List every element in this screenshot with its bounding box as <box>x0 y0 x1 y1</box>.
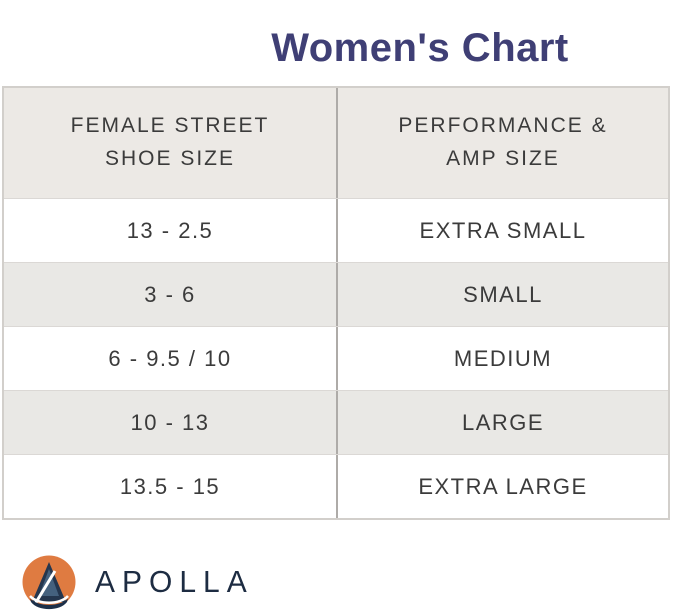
header-cell-shoe-size: FEMALE STREET SHOE SIZE <box>4 88 336 198</box>
table-row: 13 - 2.5 EXTRA SMALL <box>4 198 668 262</box>
header-label: FEMALE STREET SHOE SIZE <box>70 114 270 170</box>
header-label: PERFORMANCE & AMP SIZE <box>398 114 608 170</box>
table-row: 3 - 6 SMALL <box>4 262 668 326</box>
apolla-logo-icon <box>22 555 76 609</box>
size-chart-table: FEMALE STREET SHOE SIZE PERFORMANCE & AM… <box>2 86 670 520</box>
cell-sock-size: EXTRA LARGE <box>336 455 668 518</box>
cell-shoe-size: 13.5 - 15 <box>119 473 221 499</box>
cell-sock-size: MEDIUM <box>336 327 668 390</box>
cell-sock-size: EXTRA SMALL <box>336 199 668 262</box>
header-cell-sock-size: PERFORMANCE & AMP SIZE <box>336 88 668 198</box>
table-header-row: FEMALE STREET SHOE SIZE PERFORMANCE & AM… <box>4 88 668 198</box>
cell-shoe-size: 13 - 2.5 <box>126 217 214 243</box>
cell-shoe-size: 3 - 6 <box>144 281 196 307</box>
brand-logo: APOLLA <box>22 555 254 611</box>
cell-shoe-size: 10 - 13 <box>130 409 210 435</box>
cell-sock-size: SMALL <box>336 263 668 326</box>
table-row: 13.5 - 15 EXTRA LARGE <box>4 454 668 518</box>
table-row: 6 - 9.5 / 10 MEDIUM <box>4 326 668 390</box>
page-title: Women's Chart <box>271 25 569 70</box>
table-row: 10 - 13 LARGE <box>4 390 668 454</box>
cell-shoe-size: 6 - 9.5 / 10 <box>108 345 232 371</box>
cell-sock-size: LARGE <box>336 391 668 454</box>
brand-name: APOLLA <box>95 565 254 600</box>
